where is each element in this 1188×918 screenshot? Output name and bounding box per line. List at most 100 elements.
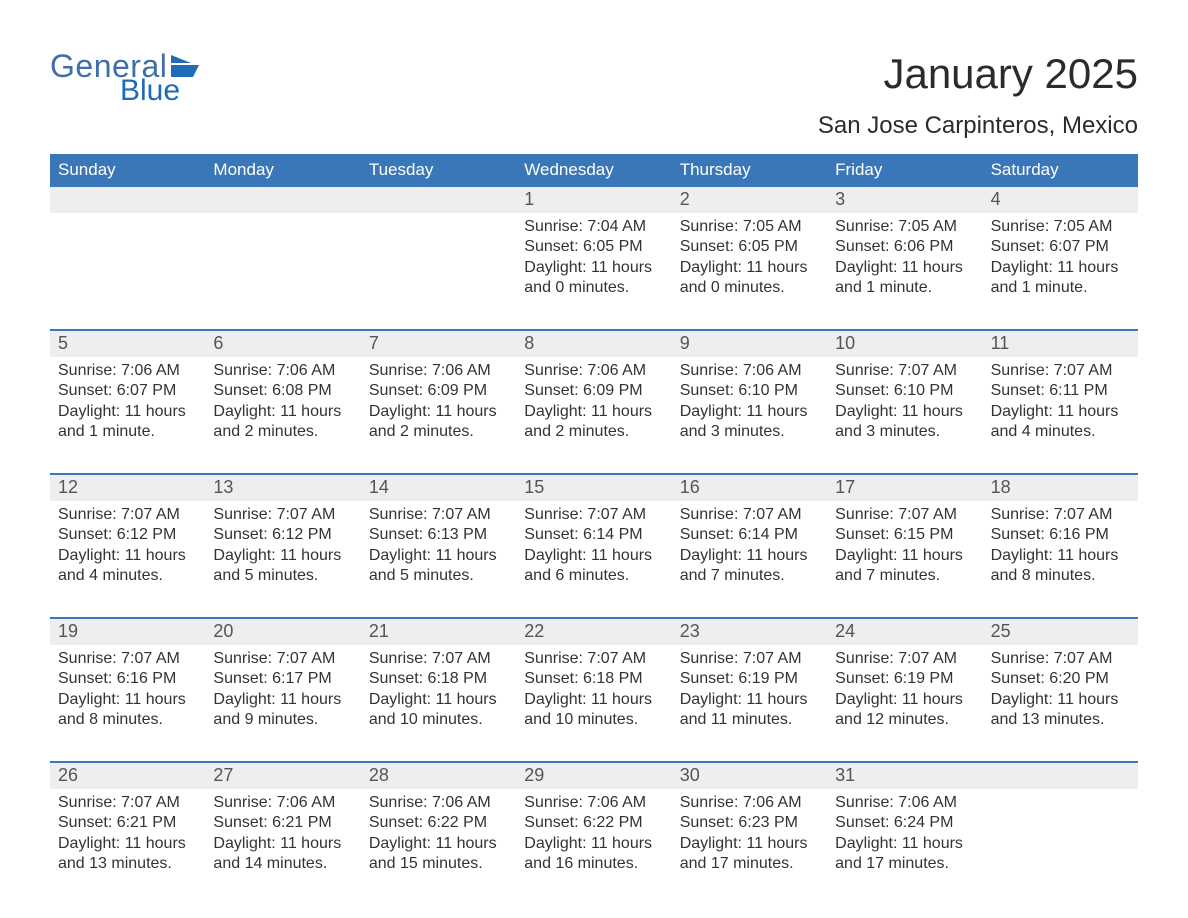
- day-info-line: Sunset: 6:16 PM: [991, 525, 1130, 545]
- day-info-line: Sunrise: 7:07 AM: [369, 649, 508, 669]
- day-info-line: and 13 minutes.: [58, 854, 197, 874]
- day-info-line: Sunset: 6:16 PM: [58, 669, 197, 689]
- day-info-line: Sunrise: 7:06 AM: [835, 793, 974, 813]
- day-cell: [983, 789, 1138, 885]
- day-cell: Sunrise: 7:07 AMSunset: 6:20 PMDaylight:…: [983, 645, 1138, 741]
- day-number: 16: [672, 475, 827, 501]
- day-info-line: Sunset: 6:07 PM: [991, 237, 1130, 257]
- calendar-week: 567891011Sunrise: 7:06 AMSunset: 6:07 PM…: [50, 329, 1138, 453]
- day-cell: Sunrise: 7:07 AMSunset: 6:11 PMDaylight:…: [983, 357, 1138, 453]
- day-cell: [361, 213, 516, 309]
- day-info-line: Daylight: 11 hours: [835, 690, 974, 710]
- day-number-row: 19202122232425: [50, 619, 1138, 645]
- day-info-line: Sunrise: 7:06 AM: [213, 793, 352, 813]
- day-info-line: Daylight: 11 hours: [58, 690, 197, 710]
- day-number: 4: [983, 187, 1138, 213]
- day-info-line: and 4 minutes.: [58, 566, 197, 586]
- day-number: 22: [516, 619, 671, 645]
- day-info-line: Sunset: 6:22 PM: [524, 813, 663, 833]
- day-info-line: and 8 minutes.: [58, 710, 197, 730]
- day-number: 8: [516, 331, 671, 357]
- day-cell: Sunrise: 7:07 AMSunset: 6:18 PMDaylight:…: [361, 645, 516, 741]
- day-number: 1: [516, 187, 671, 213]
- day-number: 26: [50, 763, 205, 789]
- day-info-line: Sunrise: 7:07 AM: [991, 361, 1130, 381]
- day-cell: Sunrise: 7:07 AMSunset: 6:14 PMDaylight:…: [672, 501, 827, 597]
- day-info-line: Daylight: 11 hours: [680, 546, 819, 566]
- day-info-line: Sunrise: 7:06 AM: [213, 361, 352, 381]
- day-number: 15: [516, 475, 671, 501]
- day-info-line: Daylight: 11 hours: [369, 690, 508, 710]
- day-number: 21: [361, 619, 516, 645]
- day-info-line: Daylight: 11 hours: [524, 546, 663, 566]
- day-info-line: and 12 minutes.: [835, 710, 974, 730]
- day-info-line: Daylight: 11 hours: [213, 690, 352, 710]
- day-info-line: Sunset: 6:23 PM: [680, 813, 819, 833]
- day-info-line: Daylight: 11 hours: [524, 402, 663, 422]
- day-info-line: Sunrise: 7:07 AM: [680, 649, 819, 669]
- day-info-line: and 17 minutes.: [680, 854, 819, 874]
- day-info-line: Sunrise: 7:07 AM: [213, 505, 352, 525]
- day-info-line: Sunset: 6:10 PM: [835, 381, 974, 401]
- page-subtitle: San Jose Carpinteros, Mexico: [50, 112, 1138, 140]
- day-info-line: Daylight: 11 hours: [369, 546, 508, 566]
- day-cell: Sunrise: 7:07 AMSunset: 6:18 PMDaylight:…: [516, 645, 671, 741]
- day-info-line: Daylight: 11 hours: [213, 546, 352, 566]
- day-cell: [205, 213, 360, 309]
- day-info-line: Sunrise: 7:07 AM: [58, 505, 197, 525]
- day-number: 13: [205, 475, 360, 501]
- day-info-line: Sunrise: 7:06 AM: [524, 793, 663, 813]
- day-info-line: Daylight: 11 hours: [680, 402, 819, 422]
- calendar-header-cell: Tuesday: [361, 154, 516, 187]
- calendar-header-cell: Sunday: [50, 154, 205, 187]
- day-info-line: Sunset: 6:19 PM: [835, 669, 974, 689]
- day-info-line: and 2 minutes.: [369, 422, 508, 442]
- day-number: 31: [827, 763, 982, 789]
- day-info-line: and 5 minutes.: [213, 566, 352, 586]
- day-cell: Sunrise: 7:07 AMSunset: 6:10 PMDaylight:…: [827, 357, 982, 453]
- day-info-line: Sunset: 6:15 PM: [835, 525, 974, 545]
- day-number: 14: [361, 475, 516, 501]
- day-number: 18: [983, 475, 1138, 501]
- day-info-line: Daylight: 11 hours: [991, 546, 1130, 566]
- day-cell: Sunrise: 7:06 AMSunset: 6:22 PMDaylight:…: [516, 789, 671, 885]
- day-info-line: Sunset: 6:21 PM: [58, 813, 197, 833]
- day-info-line: Daylight: 11 hours: [58, 834, 197, 854]
- day-info-line: Daylight: 11 hours: [991, 402, 1130, 422]
- day-cell: [50, 213, 205, 309]
- calendar-header-cell: Wednesday: [516, 154, 671, 187]
- day-info-line: Sunrise: 7:07 AM: [991, 649, 1130, 669]
- day-info-line: Sunset: 6:18 PM: [524, 669, 663, 689]
- day-cell: Sunrise: 7:06 AMSunset: 6:08 PMDaylight:…: [205, 357, 360, 453]
- day-number: 9: [672, 331, 827, 357]
- day-cell: Sunrise: 7:06 AMSunset: 6:24 PMDaylight:…: [827, 789, 982, 885]
- day-info-line: and 2 minutes.: [524, 422, 663, 442]
- day-info-line: Daylight: 11 hours: [680, 690, 819, 710]
- day-info-line: Sunrise: 7:06 AM: [369, 361, 508, 381]
- day-info-line: Sunset: 6:13 PM: [369, 525, 508, 545]
- day-info-line: Sunset: 6:24 PM: [835, 813, 974, 833]
- calendar-header-cell: Friday: [827, 154, 982, 187]
- day-number: 3: [827, 187, 982, 213]
- calendar-header-cell: Thursday: [672, 154, 827, 187]
- day-info-line: Sunrise: 7:06 AM: [58, 361, 197, 381]
- day-number: 28: [361, 763, 516, 789]
- day-number: [205, 187, 360, 213]
- day-cell: Sunrise: 7:06 AMSunset: 6:07 PMDaylight:…: [50, 357, 205, 453]
- day-info-line: and 17 minutes.: [835, 854, 974, 874]
- day-info-line: Daylight: 11 hours: [991, 690, 1130, 710]
- calendar-header-cell: Monday: [205, 154, 360, 187]
- day-info-line: Sunset: 6:19 PM: [680, 669, 819, 689]
- day-number: 23: [672, 619, 827, 645]
- day-info-line: and 5 minutes.: [369, 566, 508, 586]
- day-info-line: Sunrise: 7:06 AM: [680, 361, 819, 381]
- day-info-line: and 14 minutes.: [213, 854, 352, 874]
- day-info-line: Daylight: 11 hours: [680, 258, 819, 278]
- day-info-line: and 4 minutes.: [991, 422, 1130, 442]
- day-info-line: Sunrise: 7:07 AM: [369, 505, 508, 525]
- day-cell: Sunrise: 7:07 AMSunset: 6:13 PMDaylight:…: [361, 501, 516, 597]
- calendar-week: 1234Sunrise: 7:04 AMSunset: 6:05 PMDayli…: [50, 187, 1138, 309]
- day-cell: Sunrise: 7:07 AMSunset: 6:21 PMDaylight:…: [50, 789, 205, 885]
- day-info-line: Sunrise: 7:07 AM: [835, 361, 974, 381]
- day-info-line: Daylight: 11 hours: [680, 834, 819, 854]
